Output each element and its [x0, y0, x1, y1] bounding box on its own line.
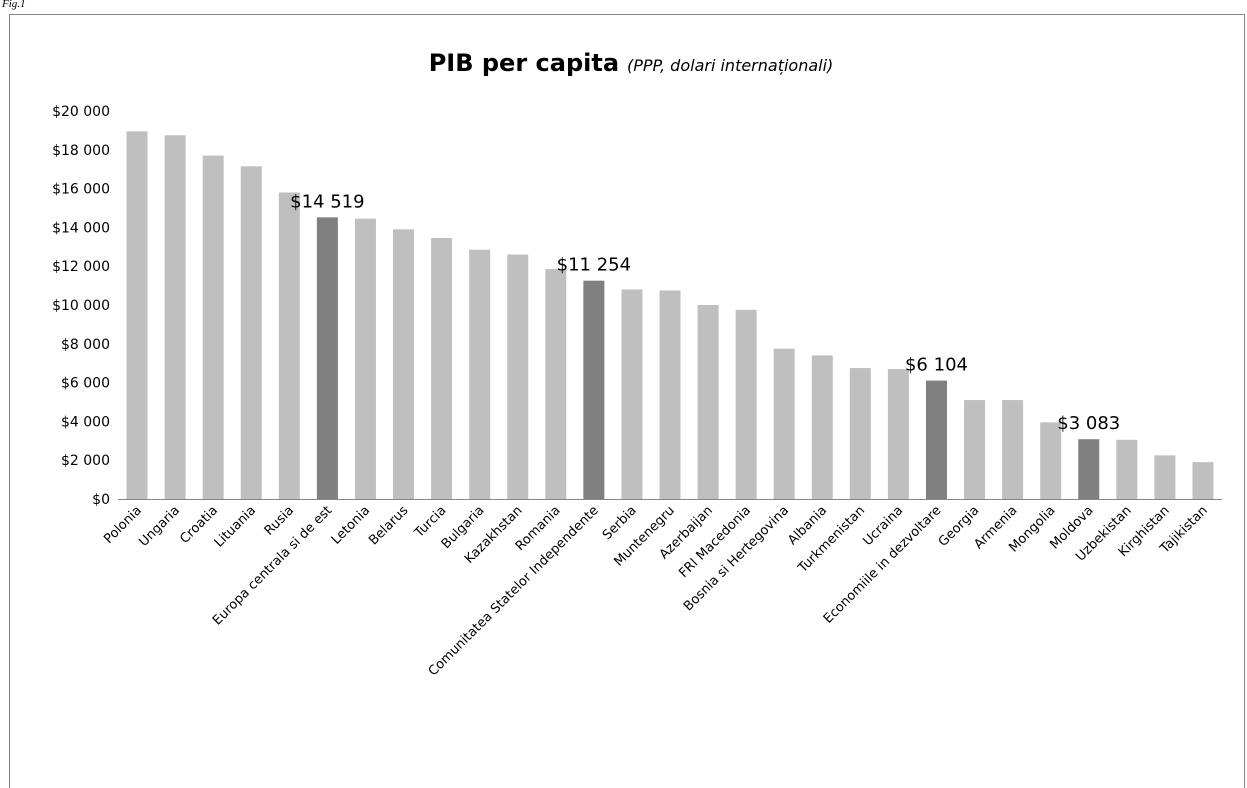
data-label: $14 519 — [290, 191, 364, 212]
bar-economiile-in-dezvoltare — [925, 380, 947, 499]
x-tick-label: Belarus — [366, 503, 411, 548]
bar-bulgaria — [469, 249, 491, 499]
x-tick-label: Turkmenistan — [795, 503, 868, 576]
figure-label: Fig.1 — [2, 0, 26, 10]
bar-fri-macedonia — [735, 309, 757, 499]
bar-tajikistan — [1192, 462, 1214, 499]
bar-armenia — [1002, 400, 1024, 499]
y-tick-label: $18 000 — [52, 143, 110, 159]
data-label: $3 083 — [1057, 413, 1120, 434]
y-tick-label: $14 000 — [52, 220, 110, 236]
bar-belarus — [393, 229, 415, 499]
y-tick-label: $12 000 — [52, 259, 110, 275]
data-label: $11 254 — [557, 255, 631, 276]
bar-muntenegru — [659, 290, 681, 499]
x-tick-label: Rusia — [262, 503, 297, 538]
bar-serbia — [621, 289, 643, 499]
y-tick-label: $16 000 — [52, 182, 110, 198]
bar-turkmenistan — [849, 368, 871, 499]
y-tick-label: $0 — [92, 492, 110, 508]
data-label: $6 104 — [905, 355, 968, 376]
chart-title-subtitle: (PPP, dolari internaționali) — [627, 56, 833, 75]
bar-uzbekistan — [1116, 439, 1138, 499]
bar-croatia — [202, 155, 224, 499]
chart-frame — [9, 14, 1245, 788]
x-tick-label: Lituania — [212, 503, 259, 550]
y-tick-label: $2 000 — [61, 453, 110, 469]
bar-rusia — [278, 192, 300, 500]
y-axis-ticks: $0 $2 000 $4 000 $6 000 $8 000 $10 000 $12 000… — [52, 104, 110, 508]
bar-albania — [811, 355, 833, 499]
y-tick-label: $10 000 — [52, 298, 110, 314]
bar-azerbaijan — [697, 305, 719, 499]
bar-lituania — [240, 166, 262, 500]
bar-moldova — [1078, 439, 1100, 499]
bar-comunitatea-statelor-independente — [583, 280, 605, 499]
bar-mongolia — [1040, 422, 1062, 499]
bar-georgia — [964, 400, 986, 499]
bar-europa-centrala-si-de-est — [316, 217, 338, 499]
bar-turcia — [431, 238, 453, 499]
bars — [126, 131, 1214, 500]
chart-title: PIB per capita (PPP, dolari internațional… — [429, 49, 834, 77]
bar-ucraina — [887, 369, 909, 499]
chart-title-main: PIB per capita — [429, 49, 619, 77]
x-tick-label: Ungaria — [136, 503, 183, 550]
y-tick-label: $4 000 — [61, 414, 110, 430]
x-tick-label: Letonia — [329, 503, 373, 547]
data-labels: $14 519 $11 254 $6 104 $3 083 — [290, 191, 1120, 434]
bar-kazakhstan — [507, 254, 529, 499]
y-tick-label: $6 000 — [61, 376, 110, 392]
bar-kirghistan — [1154, 455, 1176, 499]
bar-ungaria — [164, 135, 186, 499]
bar-bosnia-si-hertegovina — [773, 348, 795, 499]
bar-romania — [545, 269, 567, 499]
y-tick-label: $8 000 — [61, 337, 110, 353]
y-tick-label: $20 000 — [52, 104, 110, 120]
bar-polonia — [126, 131, 148, 499]
bar-letonia — [354, 218, 376, 500]
